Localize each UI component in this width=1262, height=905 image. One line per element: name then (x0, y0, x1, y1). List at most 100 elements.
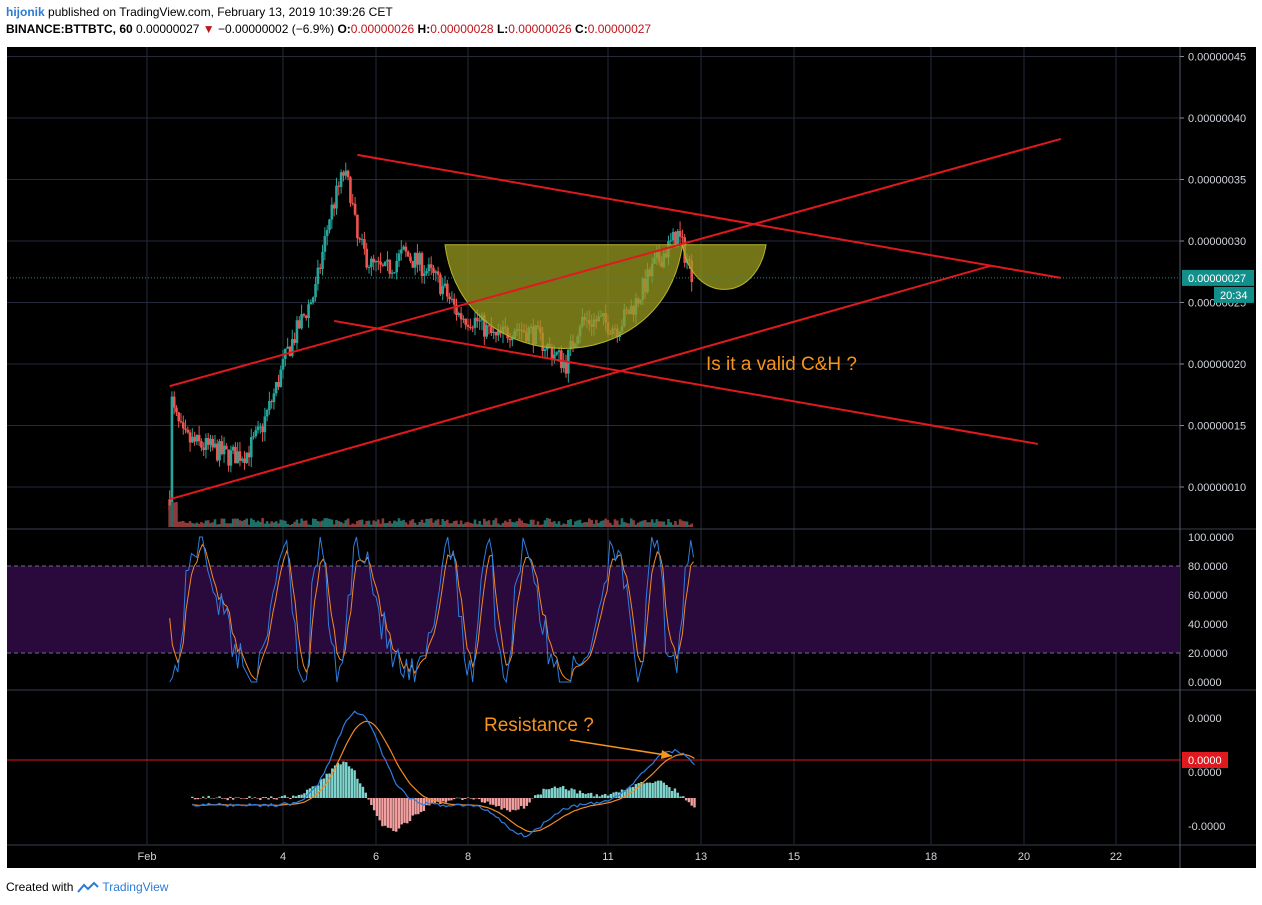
macd-hist-bar (684, 798, 688, 801)
macd-hist-bar (275, 798, 278, 800)
candle-body (265, 409, 269, 417)
candle-body (471, 327, 474, 329)
volume-bar (409, 520, 412, 527)
macd-hist-bar (325, 773, 328, 798)
trendline-ascending-lower[interactable] (169, 264, 992, 501)
volume-bar (243, 520, 246, 527)
macd-hist-bar (576, 793, 579, 798)
candle-body (274, 382, 278, 394)
volume-bar (522, 522, 526, 527)
low-label: L: (496, 22, 509, 36)
volume-bar (525, 523, 528, 527)
volume-bar (356, 520, 359, 527)
volume-bar (462, 524, 465, 527)
stoch-d-line (169, 543, 694, 682)
volume-bar (311, 518, 315, 527)
resistance-arrow-head-icon (661, 750, 672, 759)
volume-bar (602, 520, 605, 527)
tradingview-brand-link[interactable]: TradingView (102, 880, 169, 894)
candle-body (420, 253, 424, 276)
candle-body (254, 430, 258, 437)
macd-hist-bar (520, 798, 523, 806)
volume-bar (288, 524, 292, 527)
candle-body (314, 284, 317, 298)
macd-hist-bar (682, 796, 685, 798)
macd-hist-bar (259, 798, 262, 800)
countdown-badge (1214, 286, 1254, 303)
macd-hist-bar (486, 798, 489, 802)
candle-body (197, 434, 201, 442)
volume-bar (323, 518, 327, 527)
volume-bar (676, 524, 680, 527)
volume-bar (690, 523, 693, 527)
candle-body (243, 458, 246, 463)
volume-bar (423, 522, 426, 527)
macd-hist-bar (261, 797, 265, 798)
cup-shape (444, 244, 683, 349)
candle-body (418, 253, 421, 265)
candle-body (263, 416, 267, 433)
candle-body (483, 315, 486, 337)
trendline-descending-lower[interactable] (333, 319, 1038, 445)
symbol-line: BINANCE:BTTBTC, 60 0.00000027 ▼ −0.00000… (6, 22, 651, 36)
trendline-descending-upper[interactable] (357, 153, 1061, 279)
volume-bar (177, 521, 181, 527)
macd-hist-bar (562, 785, 565, 798)
volume-bar (441, 519, 444, 527)
volume-bar (464, 522, 467, 527)
volume-bar (529, 519, 533, 527)
x-tick-label: 13 (695, 851, 707, 863)
volume-bar (571, 524, 575, 527)
candle-body (365, 248, 368, 268)
author-link[interactable]: hijonik (6, 5, 45, 19)
volume-bar (309, 524, 313, 527)
volume-bar (365, 520, 368, 527)
volume-bar (175, 502, 178, 527)
macd-hist-bar (253, 797, 257, 798)
open-label: O: (337, 22, 351, 36)
stoch-tick-label: 60.0000 (1188, 590, 1228, 602)
candle-body (562, 361, 565, 369)
candle-body (323, 235, 327, 252)
volume-bar (353, 524, 357, 527)
volume-bar (231, 518, 235, 527)
x-tick-label: 8 (465, 851, 471, 863)
candle-body (195, 434, 199, 442)
macd-hist-bar (528, 798, 531, 803)
macd-hist-bar (386, 798, 390, 828)
volume-bar (209, 523, 212, 527)
candle-body (184, 428, 187, 430)
volume-bar (256, 520, 260, 527)
volume-bar (270, 521, 273, 527)
volume-bar (650, 519, 654, 527)
macd-hist-bar (245, 798, 248, 800)
volume-bar (485, 521, 488, 527)
x-tick-label: 6 (373, 851, 379, 863)
candle-body (234, 446, 237, 464)
candle-body (211, 438, 215, 448)
macd-hist-bar (545, 789, 548, 798)
volume-bar (328, 518, 331, 527)
trendline-ascending-upper[interactable] (169, 137, 1062, 388)
candle-body (402, 246, 405, 250)
candle-body (487, 325, 491, 327)
countdown-label: 20:34 (1220, 290, 1248, 302)
volume-bar (307, 524, 310, 527)
volume-bar (383, 523, 387, 527)
macd-hist-bar (657, 780, 660, 798)
volume-bar (293, 521, 296, 527)
volume-bar (249, 518, 253, 527)
macd-hist-bar (411, 798, 414, 816)
volume-bar (358, 519, 362, 527)
volume-bar (550, 522, 554, 527)
macd-hist-bar (345, 762, 348, 798)
candle-body (690, 260, 693, 282)
macd-hist-bar (480, 798, 484, 803)
volume-bar (397, 518, 401, 527)
volume-bar (439, 524, 442, 527)
volume-bar (349, 524, 352, 527)
price-tick-label: 0.00000030 (1188, 236, 1246, 248)
candle-body (238, 451, 242, 461)
x-tick-label: 18 (925, 851, 937, 863)
